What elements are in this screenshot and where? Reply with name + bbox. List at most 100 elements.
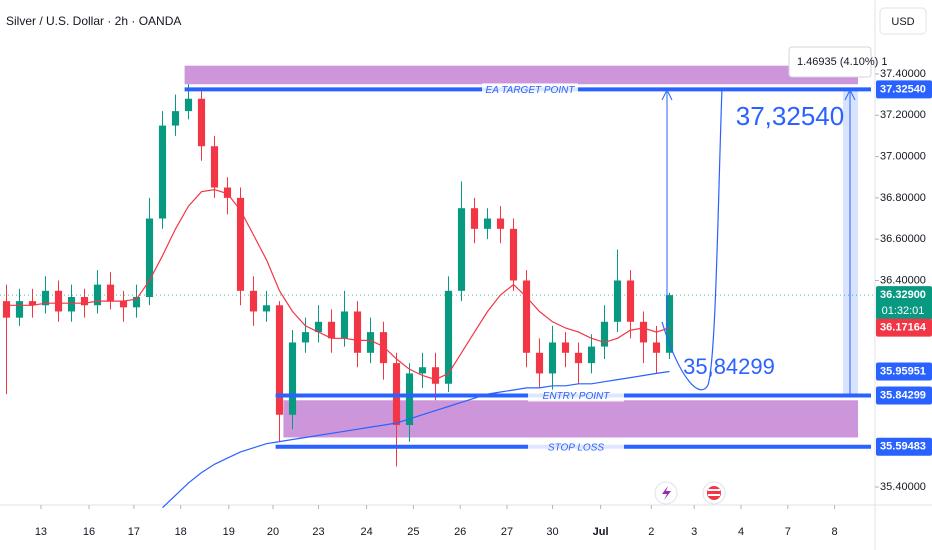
candle-body <box>301 332 310 343</box>
candle-body <box>223 187 232 198</box>
candle-body <box>405 373 414 426</box>
y-tick-label: 36.80000 <box>880 192 926 204</box>
candle-body <box>431 367 440 384</box>
x-tick-label: 18 <box>175 526 187 538</box>
candle-body <box>197 98 206 147</box>
price-badge-label: 36.32900 <box>880 289 926 301</box>
level-label: ENTRY POINT <box>543 391 611 402</box>
candle-body <box>483 218 492 229</box>
candle-body <box>366 332 375 353</box>
candle-body <box>639 321 648 343</box>
candle-body <box>418 367 427 374</box>
zone <box>283 400 858 438</box>
price-badge-countdown: 01:32:01 <box>882 305 925 317</box>
candle-body <box>288 342 297 415</box>
candle-body <box>561 342 570 353</box>
projection-arrow <box>844 88 856 101</box>
candle-body <box>262 305 271 312</box>
candle-body <box>210 146 219 188</box>
tooltip-box <box>788 46 872 78</box>
y-tick-label: 37.20000 <box>880 109 926 121</box>
y-tick-label: 37.40000 <box>880 68 926 80</box>
x-tick-label: 23 <box>312 526 324 538</box>
price-badge-label: 35.95951 <box>880 365 926 377</box>
candle-body <box>340 311 349 339</box>
price-badge <box>876 286 932 321</box>
candle-body <box>41 290 50 306</box>
x-tick-label: 27 <box>501 526 513 538</box>
entry-annotation: 35,84299 <box>683 354 775 379</box>
target-arrow-head <box>661 88 673 101</box>
x-tick-label: 30 <box>546 526 558 538</box>
candle-body <box>600 321 609 347</box>
price-badge <box>876 437 932 456</box>
candle-body <box>119 301 128 308</box>
candle-body <box>353 311 362 353</box>
candle-body <box>106 284 115 302</box>
projection-curve <box>661 87 723 391</box>
level-label: EA TARGET POINT <box>486 85 576 96</box>
target-annotation: 37,32540 <box>736 101 844 131</box>
candle-body <box>574 352 583 364</box>
currency-button[interactable] <box>879 7 927 35</box>
candle-body <box>236 197 245 291</box>
candle-body <box>15 301 24 318</box>
price-badge <box>876 362 932 381</box>
x-tick-label: 3 <box>691 526 697 538</box>
x-tick-label: Jul <box>593 526 609 538</box>
candle-body <box>626 280 635 322</box>
level-label-bg <box>528 389 624 402</box>
candle-body <box>145 218 154 298</box>
x-tick-label: 20 <box>267 526 279 538</box>
currency-label: USD <box>891 16 914 28</box>
x-tick-label: 13 <box>35 526 47 538</box>
y-tick-label: 36.60000 <box>880 233 926 245</box>
price-badge <box>876 318 932 337</box>
candle-body <box>522 280 531 353</box>
candle-body <box>613 280 622 322</box>
y-tick-label: 37.00000 <box>880 150 926 162</box>
y-tick-label: 36.40000 <box>880 274 926 286</box>
candle-body <box>665 295 674 353</box>
candle-body <box>275 305 284 415</box>
x-tick-label: 19 <box>223 526 235 538</box>
candle-body <box>457 208 466 291</box>
candle-body <box>184 98 193 112</box>
candle-body <box>444 290 453 384</box>
tooltip-text: 1.46935 (4.10%) 1 <box>797 56 888 68</box>
price-badge-label: 36.17164 <box>880 322 927 334</box>
level-label-bg <box>528 440 624 453</box>
candle-body <box>327 321 336 339</box>
flag-stripe <box>708 494 720 496</box>
symbol-title: Silver / U.S. Dollar · 2h · OANDA <box>6 14 181 28</box>
x-tick-label: 2 <box>648 526 654 538</box>
x-tick-label: 24 <box>360 526 372 538</box>
zone <box>184 65 859 85</box>
candle-body <box>67 297 76 312</box>
candle-body <box>470 208 479 229</box>
x-tick-label: 4 <box>738 526 744 538</box>
candle-body <box>652 342 661 353</box>
candle-body <box>132 297 141 308</box>
level-label: STOP LOSS <box>548 442 604 453</box>
x-tick-label: 7 <box>785 526 791 538</box>
price-badge-label: 35.84299 <box>880 389 926 401</box>
candle-body <box>509 228 518 281</box>
level-label-bg <box>482 83 578 96</box>
candle-body <box>548 342 557 374</box>
price-badge <box>876 386 932 405</box>
moving-average <box>162 370 670 509</box>
candle-body <box>535 352 544 374</box>
flag-stripe <box>708 489 720 491</box>
price-badge-label: 37.32540 <box>880 83 926 95</box>
x-tick-label: 17 <box>128 526 140 538</box>
candle-body <box>496 218 505 229</box>
flag-icon-glyph <box>707 486 721 500</box>
candle-body <box>54 290 63 312</box>
plot-area: EA TARGET POINT ENTRY POINT STOP LOSS <box>0 65 875 509</box>
y-tick-label: 35.40000 <box>880 481 926 493</box>
candle-body <box>158 125 167 219</box>
candle-body <box>28 301 37 306</box>
x-tick-label: 26 <box>454 526 466 538</box>
